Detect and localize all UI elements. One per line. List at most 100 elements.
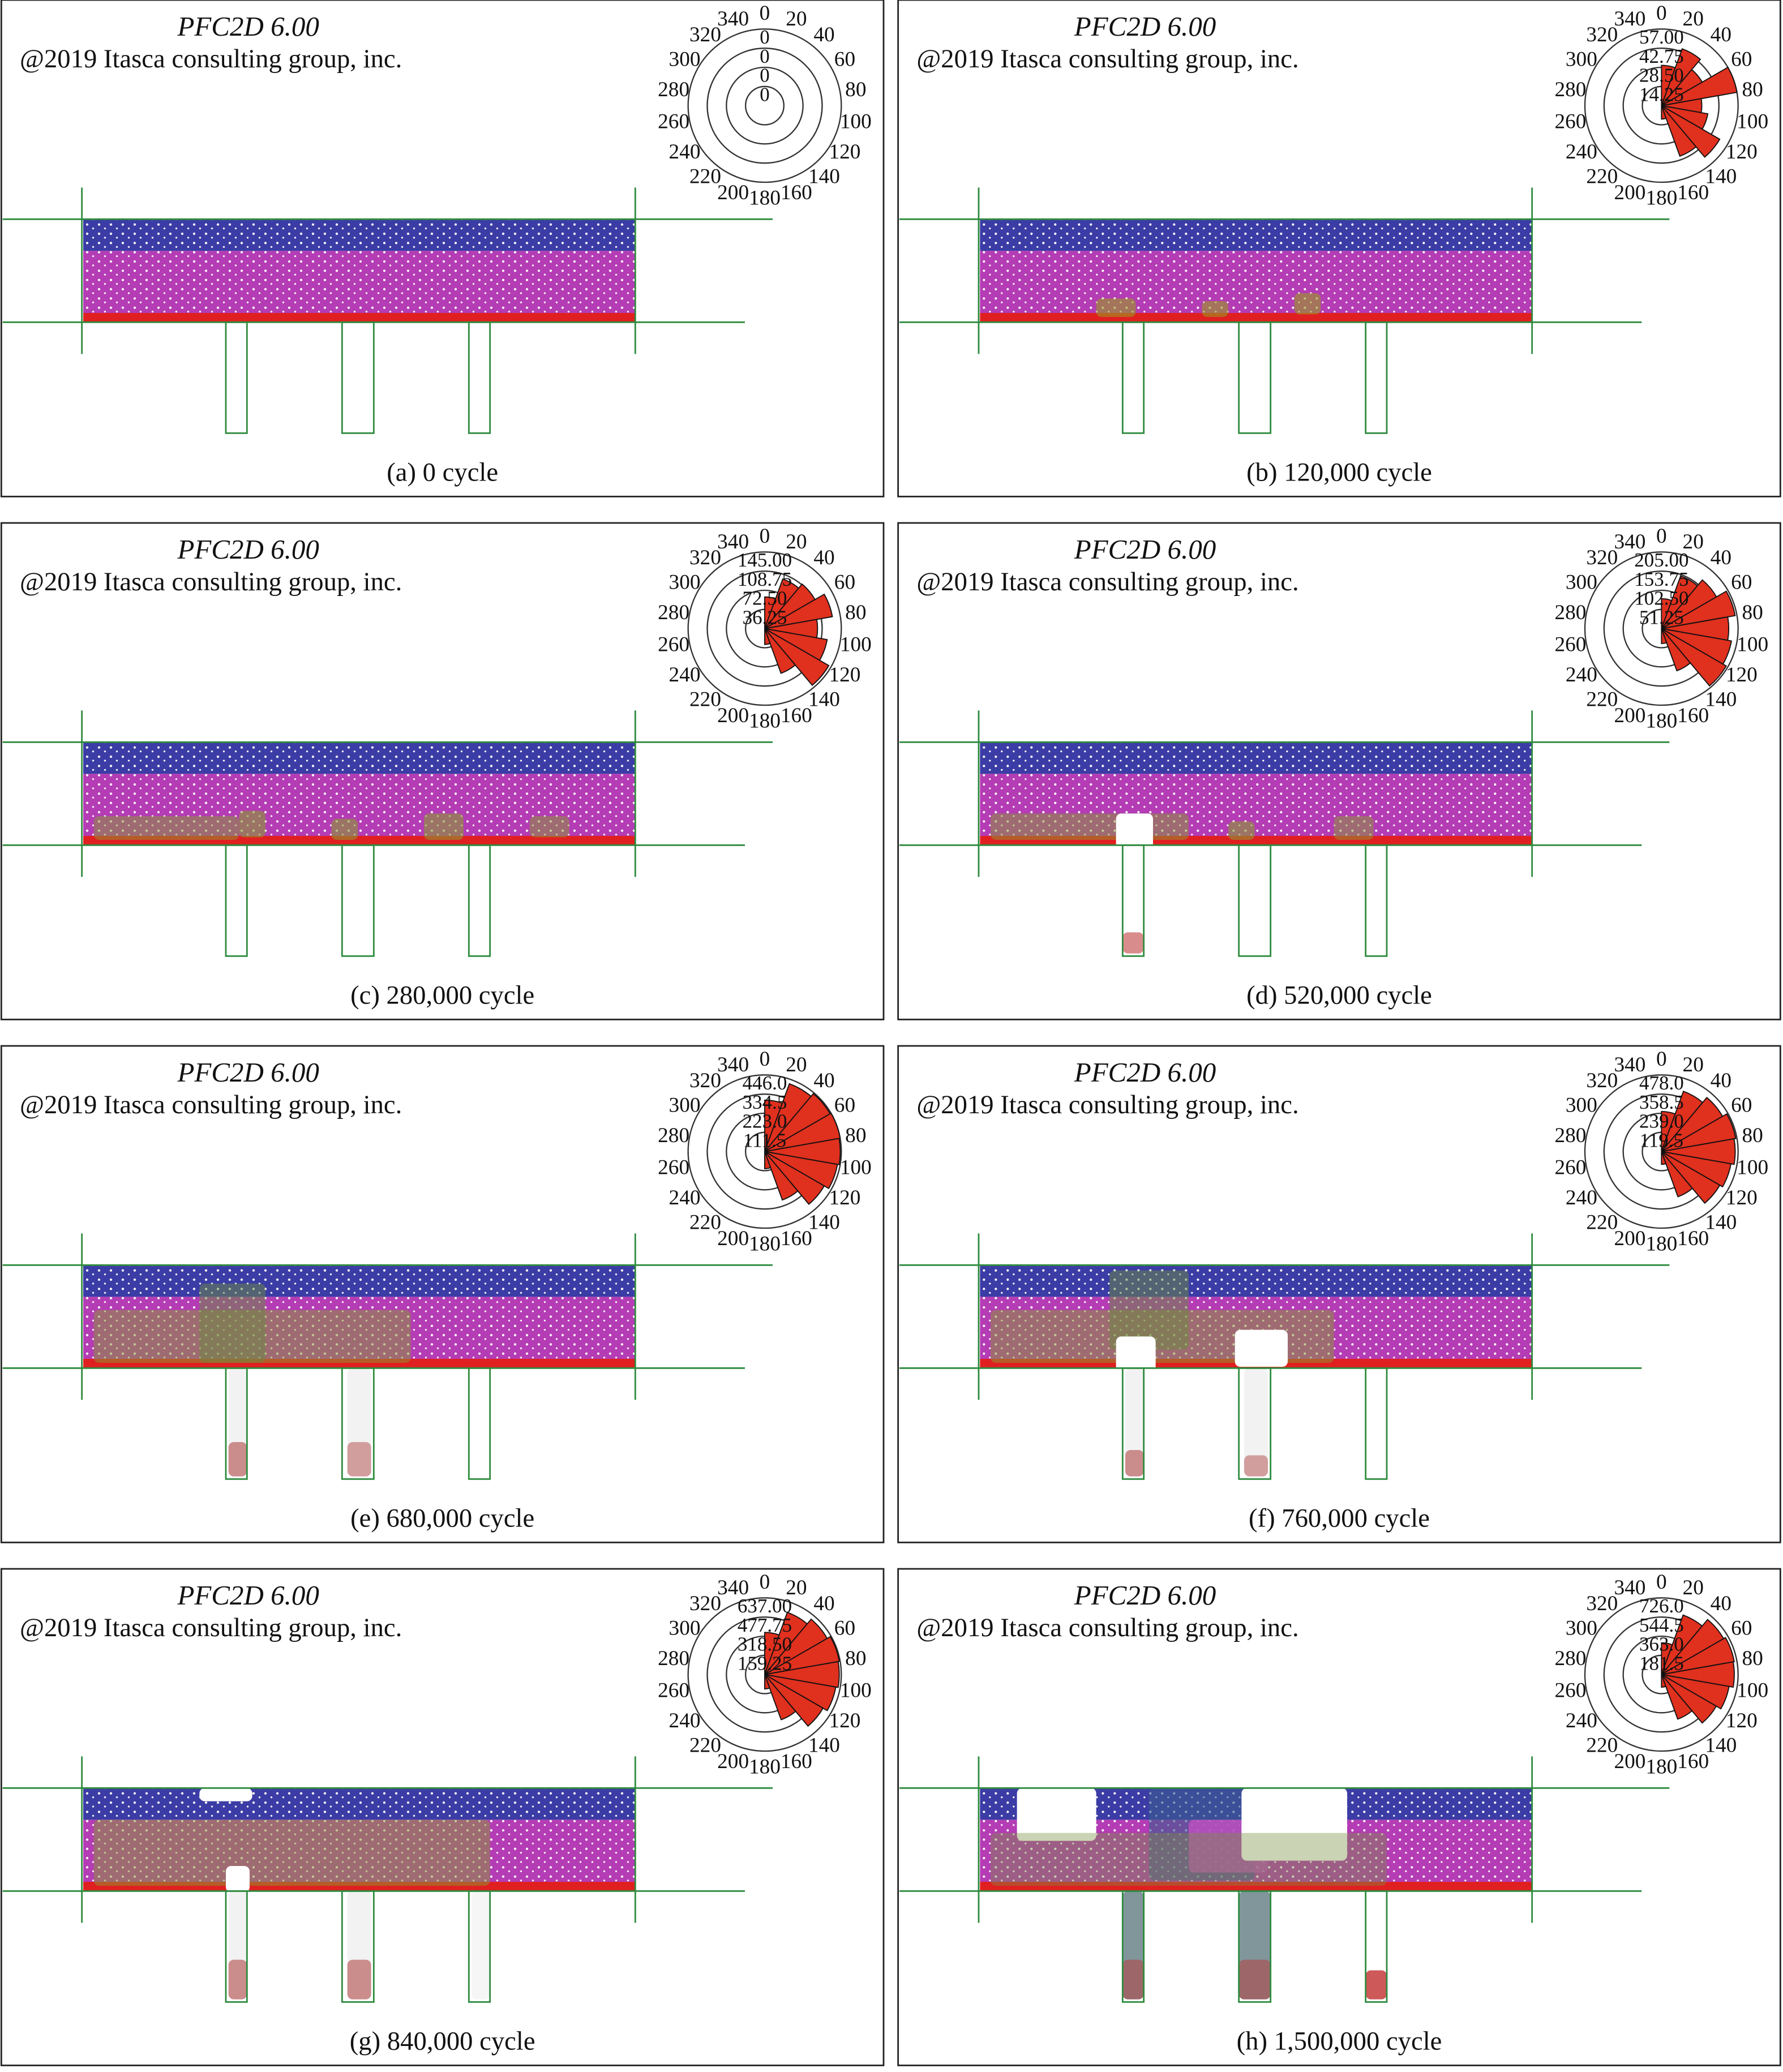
- rose-angle-label: 60: [1731, 48, 1752, 71]
- rose-ring: [726, 66, 804, 145]
- shaft: [468, 321, 491, 434]
- rose-angle-label: 180: [749, 1756, 781, 1779]
- rose-ring-label: 0: [760, 45, 770, 67]
- rose-angle-label: 300: [669, 571, 701, 594]
- shaft: [468, 1367, 491, 1480]
- rose-angle-label: 0: [1656, 525, 1667, 548]
- rose-angle-label: 280: [658, 1124, 689, 1147]
- rose-angle-label: 140: [808, 165, 840, 188]
- rose-angle-label: 260: [1554, 1679, 1586, 1702]
- damage-zone: [239, 810, 265, 838]
- rose-ring-label: 478.0: [1639, 1072, 1684, 1094]
- rose-angle-label: 100: [840, 110, 872, 134]
- rose-ring-label: 637.00: [738, 1595, 792, 1617]
- software-title: PFC2D 6.00: [177, 1057, 319, 1088]
- rose-angle-label: 40: [813, 23, 834, 46]
- damage-zone: [1244, 1455, 1268, 1477]
- rose-petal: [1661, 1151, 1732, 1188]
- software-title: PFC2D 6.00: [177, 1580, 319, 1611]
- rose-angle-label: 260: [658, 633, 689, 657]
- shaft: [1121, 1890, 1145, 2003]
- rose-angle-label: 0: [760, 1571, 770, 1594]
- rose-ring: [1584, 28, 1739, 183]
- shaft: [1238, 1367, 1272, 1480]
- damage-zone: [991, 1833, 1387, 1886]
- rose-angle-label: 220: [689, 1211, 721, 1234]
- rose-angle-label: 300: [1566, 571, 1597, 594]
- rose-angle-label: 0: [760, 525, 770, 548]
- rose-angle-label: 20: [786, 530, 807, 554]
- rose-petal: [1661, 628, 1691, 672]
- rose-angle-label: 260: [658, 1679, 689, 1702]
- rose-petal: [764, 1661, 840, 1688]
- rose-angle-label: 80: [845, 1124, 866, 1147]
- rose-angle-label: 20: [1683, 7, 1704, 31]
- rose-angle-label: 60: [834, 1094, 855, 1117]
- rose-angle-label: 320: [689, 1069, 721, 1092]
- rose-petal: [1661, 1674, 1730, 1710]
- rose-angle-label: 20: [786, 1053, 807, 1076]
- rose-angle-label: 280: [658, 1647, 689, 1670]
- shaft: [1238, 321, 1272, 434]
- rose-angle-label: 40: [813, 1069, 834, 1092]
- rose-ring-label: 181.5: [1639, 1653, 1684, 1675]
- rose-ring-label: 28.50: [1639, 65, 1684, 87]
- damage-zone: [529, 816, 569, 838]
- rose-ring-label: 446.0: [743, 1072, 787, 1094]
- panel: PFC2D 6.00@2019 Itasca consulting group,…: [0, 522, 885, 1020]
- shaft: [1365, 321, 1388, 434]
- shaft: [1121, 1367, 1145, 1480]
- rose-ring: [745, 85, 785, 126]
- layer-top-speck: [83, 742, 636, 774]
- rose-angle-label: 40: [813, 1592, 834, 1615]
- rose-angle-label: 260: [1554, 1156, 1586, 1179]
- panel: PFC2D 6.00@2019 Itasca consulting group,…: [0, 1568, 885, 2066]
- rose-angle-label: 160: [781, 1227, 812, 1250]
- panel: PFC2D 6.00@2019 Itasca consulting group,…: [897, 1568, 1781, 2066]
- rose-angle-label: 0: [760, 2, 770, 25]
- rose-angle-label: 180: [1645, 1756, 1677, 1779]
- rose-petal: [1661, 1674, 1667, 1688]
- damage-zone: [1017, 1788, 1096, 1841]
- rose-angle-label: 120: [829, 1709, 860, 1732]
- rose-ring: [687, 551, 842, 706]
- rose-petal: [764, 628, 830, 687]
- shaft: [1238, 1890, 1272, 2003]
- rose-ring-label: 544.5: [1639, 1614, 1684, 1636]
- rose-angle-label: 260: [1554, 633, 1586, 657]
- shaft: [341, 1367, 375, 1480]
- rose-petal: [764, 628, 796, 674]
- rose-angle-label: 280: [1554, 78, 1586, 101]
- layer-middle-speck: [83, 251, 636, 313]
- rose-angle-label: 100: [1737, 1679, 1768, 1702]
- rose-angle-label: 80: [1742, 1124, 1763, 1147]
- rose-angle-label: 0: [1656, 1048, 1667, 1071]
- rose-ring: [1584, 551, 1739, 706]
- layer-top-speck: [83, 1788, 636, 1820]
- rose-angle-label: 100: [1737, 1156, 1768, 1179]
- copyright: @2019 Itasca consulting group, inc.: [20, 44, 402, 74]
- rose-ring-label: 36.25: [743, 607, 787, 629]
- rose-angle-label: 60: [834, 48, 855, 71]
- damage-zone: [1365, 1970, 1387, 2000]
- rose-angle-label: 20: [1683, 530, 1704, 554]
- rose-petal: [1661, 1151, 1694, 1198]
- damage-zone: [1116, 813, 1153, 853]
- rose-angle-label: 40: [1711, 1592, 1731, 1615]
- rose-ring-label: 363.0: [1639, 1633, 1684, 1655]
- layer-bottom: [980, 313, 1532, 323]
- damage-zone: [1116, 1336, 1156, 1374]
- rose-angle-label: 60: [834, 1617, 855, 1640]
- rose-ring-label: 57.00: [1639, 26, 1684, 48]
- damage-zone: [472, 1891, 490, 2000]
- layer-top-speck: [980, 1265, 1532, 1297]
- rose-ring: [706, 570, 823, 687]
- rose-angle-label: 160: [1677, 704, 1709, 727]
- rose-angle-label: 20: [1683, 1053, 1704, 1076]
- rose-ring-label: 0: [760, 65, 770, 87]
- rose-petal: [1661, 1151, 1667, 1165]
- damage-zone: [228, 1959, 247, 2000]
- layer-bottom: [83, 313, 636, 323]
- damage-zone: [1241, 1788, 1347, 1861]
